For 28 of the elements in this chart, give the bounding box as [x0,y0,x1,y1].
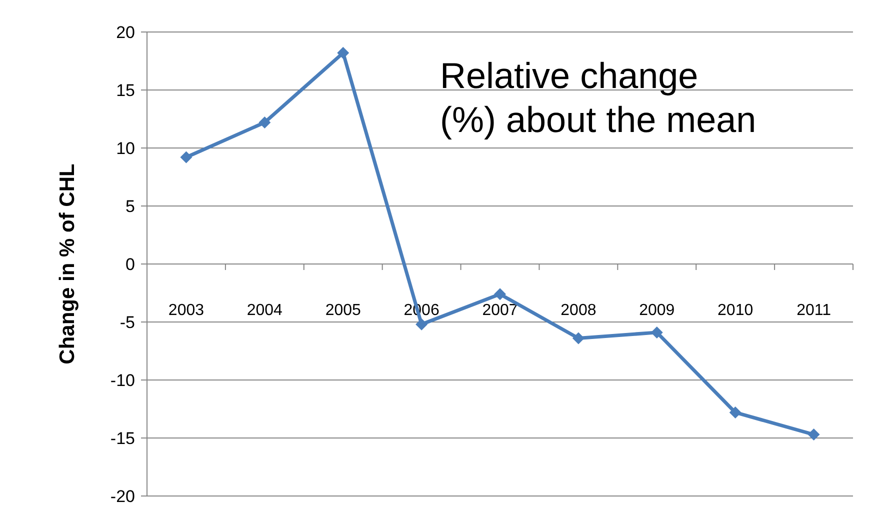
y-tick-label: 20 [116,22,135,42]
point [180,151,192,164]
y-tick-label: -10 [110,370,135,390]
y-tick-label: 15 [116,80,135,100]
x-tick-label: 2009 [639,302,675,319]
point [808,428,820,441]
y-tick-label: 0 [126,254,135,274]
y-tick-label: 10 [116,138,135,158]
y-tick-label: -15 [110,428,135,448]
x-tick-label: 2008 [560,302,596,319]
y-axis-title: Change in % of CHL [56,164,79,364]
point [416,318,428,330]
point [337,46,350,59]
point [572,332,584,344]
y-tick-label: 5 [126,196,135,216]
x-tick-label: 2010 [718,302,754,319]
point [650,326,663,338]
y-tick-label: -5 [120,312,135,332]
x-tick-label: 2004 [246,302,283,319]
x-tick-label: 2007 [482,302,518,319]
point [729,406,742,418]
x-tick-label: 2005 [325,302,362,319]
y-tick-label: -20 [110,486,135,506]
x-tick-label: 2003 [168,302,204,319]
x-tick-label: 2011 [796,302,832,319]
annotation: Relative change (%) about the mean [440,55,756,140]
point [258,116,271,128]
point [494,288,506,300]
